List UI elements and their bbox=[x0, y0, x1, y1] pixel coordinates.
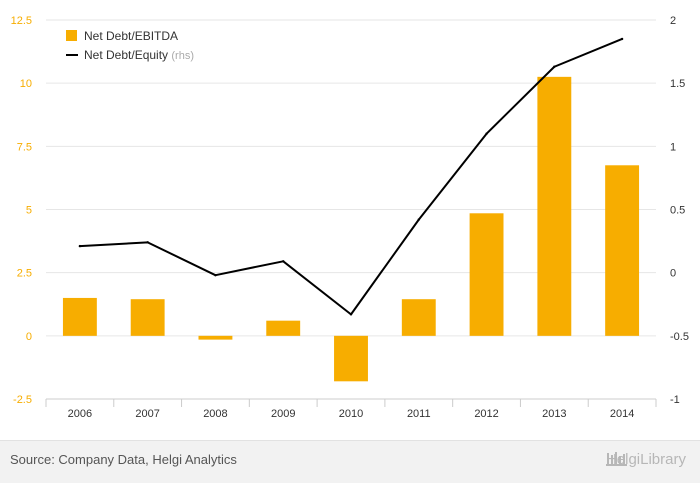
line-point bbox=[146, 241, 149, 244]
y-left-tick-label: 5 bbox=[26, 205, 32, 217]
source-text: Source: Company Data, Helgi Analytics bbox=[10, 452, 237, 467]
bar bbox=[266, 320, 301, 336]
legend-label-bar: Net Debt/EBITDA bbox=[84, 29, 178, 43]
x-tick-label: 2013 bbox=[542, 408, 566, 420]
x-tick-label: 2011 bbox=[407, 408, 431, 420]
bar bbox=[130, 299, 165, 336]
x-tick-label: 2009 bbox=[271, 408, 295, 420]
line-point bbox=[485, 132, 488, 135]
y-right-tick-label: -1 bbox=[670, 394, 680, 406]
y-right-tick-label: 1.5 bbox=[670, 78, 685, 90]
line-point bbox=[417, 218, 420, 221]
y-left-tick-label: 2.5 bbox=[17, 268, 32, 280]
bar bbox=[334, 335, 368, 382]
bar bbox=[198, 335, 233, 340]
line-point bbox=[620, 37, 624, 41]
bar bbox=[62, 297, 97, 336]
y-left-tick-label: 7.5 bbox=[17, 141, 32, 153]
y-left-tick-label: 12.5 bbox=[11, 15, 32, 27]
y-right-tick-label: -0.5 bbox=[670, 331, 689, 343]
y-right-tick-label: 0.5 bbox=[670, 205, 685, 217]
bar bbox=[401, 299, 436, 336]
bar bbox=[537, 76, 572, 336]
legend: Net Debt/EBITDA Net Debt/Equity (rhs) bbox=[66, 29, 194, 62]
x-tick-label: 2008 bbox=[203, 408, 227, 420]
legend-swatch-bar bbox=[66, 30, 77, 41]
x-tick-label: 2007 bbox=[135, 408, 159, 420]
line-point bbox=[349, 313, 353, 316]
chart-svg: -2.5 0 2.5 5 7.5 10 12.5 -1 -0.5 0 0.5 1 1.5 2 2006 200… bbox=[11, 15, 689, 420]
legend-label-line-name: Net Debt/Equity bbox=[84, 48, 168, 62]
y-left-tick-label: 0 bbox=[26, 331, 32, 343]
brand-name: HelgiLibrary bbox=[605, 451, 686, 468]
y-left-tick-label: 10 bbox=[20, 78, 32, 90]
y-right-tick-label: 0 bbox=[670, 268, 676, 280]
y-left-tick-label: -2.5 bbox=[13, 394, 32, 406]
y-right-tick-label: 2 bbox=[670, 15, 676, 27]
label-layer: -2.5 0 2.5 5 7.5 10 12.5 -1 -0.5 0 0.5 1 1.5 2 2006 200… bbox=[11, 15, 689, 420]
line-point bbox=[78, 244, 82, 248]
line-point bbox=[282, 260, 285, 263]
axis-layer bbox=[45, 398, 657, 407]
x-tick-label: 2012 bbox=[474, 408, 498, 420]
x-tick-label: 2014 bbox=[610, 408, 634, 420]
line-layer bbox=[78, 37, 624, 316]
legend-label-line: Net Debt/Equity (rhs) bbox=[84, 48, 194, 62]
y-right-tick-label: 1 bbox=[670, 141, 676, 153]
x-tick-label: 2010 bbox=[339, 408, 363, 420]
library-icon bbox=[605, 452, 627, 466]
legend-label-line-suffix: (rhs) bbox=[171, 50, 194, 62]
bar bbox=[605, 165, 640, 336]
footer: Source: Company Data, Helgi Analytics He… bbox=[0, 440, 700, 483]
x-tick-label: 2006 bbox=[68, 408, 92, 420]
line-point bbox=[214, 273, 217, 277]
brand-logo[interactable]: HelgiLibrary bbox=[605, 451, 686, 468]
grid-layer bbox=[46, 19, 656, 400]
bar bbox=[469, 213, 504, 336]
line-point bbox=[553, 65, 556, 68]
bar-layer bbox=[62, 76, 640, 382]
